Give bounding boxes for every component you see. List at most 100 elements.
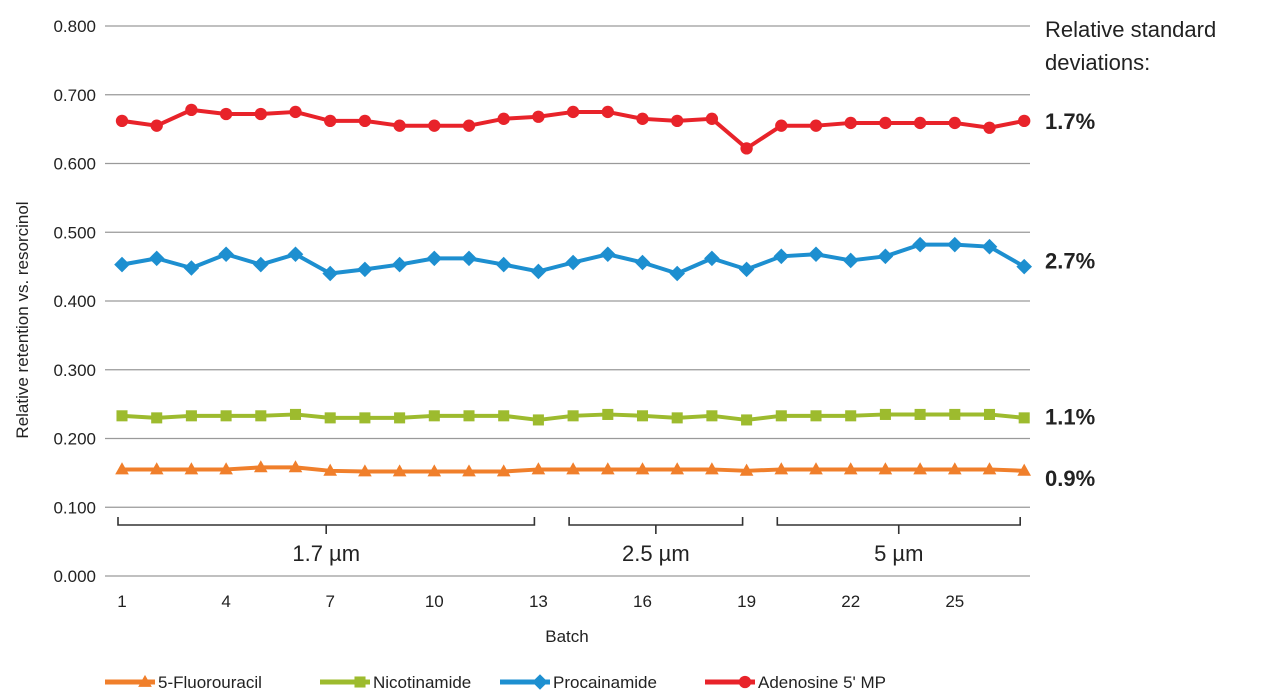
legend-item: Nicotinamide: [320, 673, 471, 692]
bracket: [117, 517, 536, 534]
y-tick-label: 0.800: [53, 17, 96, 36]
data-point: [392, 464, 407, 477]
data-point: [740, 142, 753, 155]
data-point: [532, 414, 544, 426]
bracket-label: 2.5 µm: [622, 541, 690, 566]
data-point: [600, 246, 616, 263]
rsd-value: 1.7%: [1045, 109, 1095, 134]
y-tick-label: 0.100: [53, 498, 96, 517]
data-point: [912, 236, 928, 253]
series-3: [115, 103, 1031, 155]
data-point: [357, 261, 373, 278]
legend-label: Nicotinamide: [373, 673, 471, 692]
data-point: [184, 462, 199, 475]
data-point: [495, 256, 512, 273]
data-point: [220, 410, 232, 422]
data-point: [323, 463, 338, 476]
data-point: [773, 248, 790, 265]
data-point: [183, 260, 200, 276]
data-point: [774, 462, 789, 475]
data-point: [948, 116, 961, 130]
data-point: [462, 119, 476, 132]
data-point: [496, 464, 511, 477]
y-tick-label: 0.500: [53, 223, 96, 242]
data-point: [738, 261, 755, 278]
data-point: [843, 462, 858, 475]
data-point: [565, 254, 581, 271]
data-point: [842, 252, 859, 269]
data-point: [845, 410, 857, 422]
data-point: [983, 121, 996, 134]
x-tick-label: 22: [841, 592, 860, 611]
data-point: [391, 256, 408, 273]
data-point: [253, 256, 269, 273]
y-tick-label: 0.400: [53, 292, 96, 311]
series-2: [114, 236, 1032, 282]
data-point: [287, 246, 304, 263]
y-tick-label: 0.200: [53, 430, 96, 449]
data-point: [947, 462, 962, 475]
data-point: [809, 119, 823, 132]
data-point: [982, 462, 997, 475]
data-point: [289, 408, 302, 420]
data-point: [148, 250, 165, 267]
y-tick-label: 0.600: [53, 155, 96, 174]
data-point: [1016, 258, 1032, 275]
rsd-value: 1.1%: [1045, 404, 1095, 429]
data-point: [394, 412, 406, 424]
data-point: [983, 408, 996, 420]
y-axis-ticks: 0.000 0.100 0.200 0.300 0.400 0.500 0.600 0.700…: [53, 17, 96, 586]
data-point: [669, 265, 685, 282]
data-point: [670, 462, 685, 475]
data-point: [1018, 114, 1031, 128]
x-tick-label: 4: [221, 592, 230, 611]
data-point: [288, 460, 303, 473]
bracket: [776, 517, 1021, 534]
data-point: [600, 462, 615, 475]
legend-label: Adenosine 5' MP: [758, 673, 886, 692]
data-point: [255, 410, 267, 422]
data-point: [913, 462, 927, 475]
data-point: [705, 112, 719, 125]
rsd-value: 2.7%: [1045, 249, 1095, 274]
data-point: [808, 246, 824, 263]
legend-swatch-marker: [532, 674, 548, 690]
data-point: [498, 410, 510, 422]
data-point: [254, 107, 267, 121]
rsd-value: 0.9%: [1045, 466, 1095, 491]
data-point: [947, 236, 963, 253]
rsd-header-line1: Relative standard: [1045, 17, 1216, 42]
data-point: [879, 408, 891, 420]
y-axis-title: Relative retention vs. resorcinol: [13, 201, 32, 438]
rsd-header-line2: deviations:: [1045, 50, 1150, 75]
legend-label: Procainamide: [553, 673, 657, 692]
data-point: [393, 119, 406, 132]
data-point: [705, 462, 719, 475]
data-point: [462, 464, 476, 477]
x-axis-title: Batch: [545, 627, 588, 646]
data-point: [704, 250, 720, 267]
data-point: [531, 462, 546, 475]
x-tick-label: 19: [737, 592, 756, 611]
data-point: [635, 462, 650, 475]
gridlines: [105, 25, 1030, 577]
data-point: [566, 105, 580, 119]
data-point: [532, 110, 545, 123]
x-tick-label: 1: [117, 592, 126, 611]
legend-label: 5-Fluorouracil: [158, 673, 262, 692]
data-point: [324, 114, 337, 128]
data-point: [114, 256, 130, 273]
data-point: [428, 410, 440, 422]
data-point: [358, 464, 372, 477]
series-1: [116, 408, 1030, 426]
bracket: [568, 517, 744, 534]
data-point: [810, 410, 822, 422]
x-tick-label: 25: [945, 592, 964, 611]
data-point: [428, 119, 441, 132]
data-point: [289, 105, 302, 119]
legend-swatch-marker: [354, 676, 366, 688]
data-point: [739, 463, 754, 476]
bracket-label: 1.7 µm: [292, 541, 360, 566]
data-point: [219, 462, 233, 475]
data-point: [706, 410, 718, 422]
